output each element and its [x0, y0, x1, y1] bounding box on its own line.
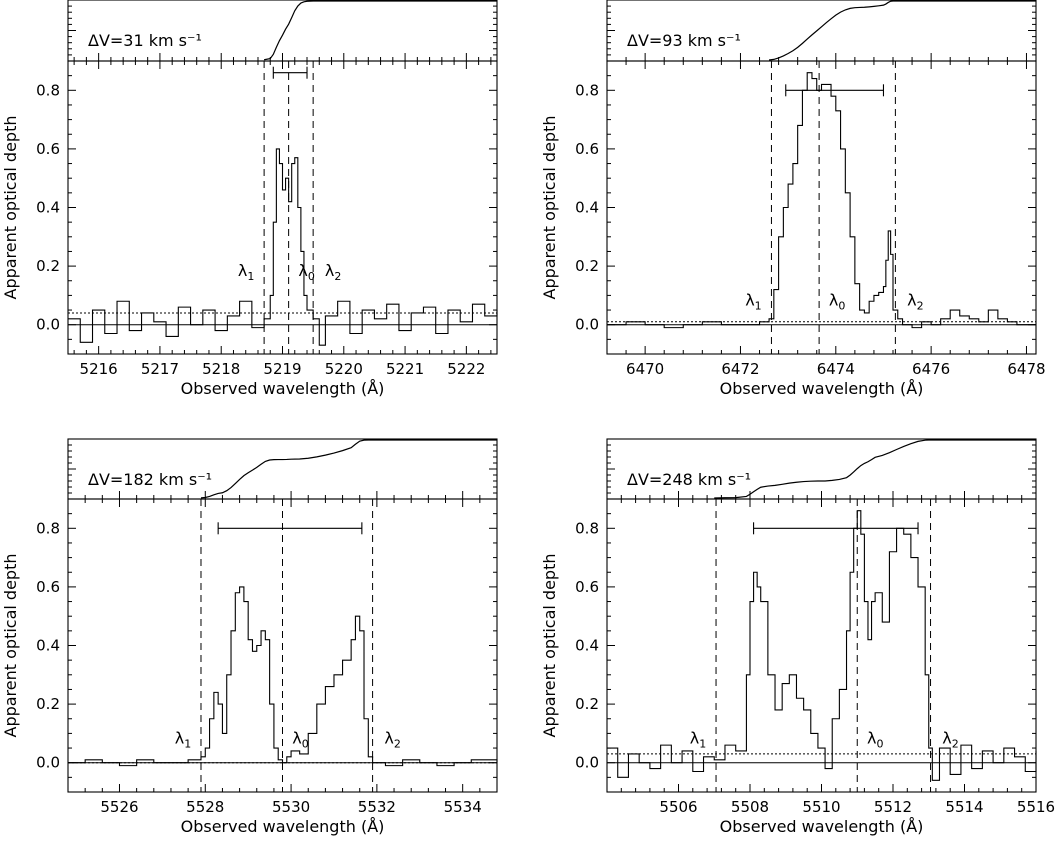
x-tick-label: 6470	[626, 360, 664, 378]
x-tick-label: 6478	[1007, 360, 1045, 378]
spectrum-line	[68, 148, 498, 346]
plot-frame	[606, 60, 1037, 355]
y-tick-label: 0.2	[575, 695, 599, 713]
x-tick-label: 5528	[186, 798, 224, 816]
x-axis-title: Observed wavelength (Å)	[720, 817, 924, 836]
x-tick-label: 5218	[202, 360, 240, 378]
y-tick-label: 0.8	[575, 519, 599, 537]
y-tick-label: 0.2	[575, 257, 599, 275]
x-tick-label: 5506	[659, 798, 697, 816]
x-tick-label: 5508	[731, 798, 769, 816]
x-tick-label: 5532	[358, 798, 396, 816]
cumulative-curve	[768, 0, 1036, 61]
lambda2-label: λ2	[325, 261, 341, 283]
cumulative-frame	[606, 438, 1037, 500]
x-tick-label: 6474	[817, 360, 855, 378]
x-tick-label: 5534	[444, 798, 482, 816]
y-tick-label: 0.6	[36, 578, 60, 596]
lambda0-label: λ0	[292, 728, 308, 750]
panel-3: 5526 5528 5530 5532 5534 0.0 0.2 0.4 0.6 0.8 Obser…	[1, 438, 498, 836]
x-tick-label: 5221	[386, 360, 424, 378]
x-tick-label: 6476	[912, 360, 950, 378]
x-axis-title: Observed wavelength (Å)	[181, 817, 385, 836]
x-tick-label: 5512	[874, 798, 912, 816]
lambda1-label: λ1	[745, 290, 761, 312]
lambda1-label: λ1	[690, 728, 706, 750]
x-tick-label: 5526	[100, 798, 138, 816]
y-axis-title: Apparent optical depth	[1, 116, 20, 300]
plot-frame	[67, 60, 498, 355]
y-tick-label: 0.4	[575, 637, 599, 655]
x-tick-label: 5220	[325, 360, 363, 378]
y-tick-label: 0.8	[575, 81, 599, 99]
y-tick-label: 0.4	[36, 637, 60, 655]
y-tick-label: 0.4	[575, 199, 599, 217]
y-tick-label: 0.8	[36, 519, 60, 537]
x-axis-title: Observed wavelength (Å)	[720, 379, 924, 398]
panel-1: 5216 5217 5218 5219 5220 5221 5222 0.0 0.2 0.4 0.6…	[1, 0, 498, 398]
cumulative-curve	[200, 439, 497, 499]
lambda0-label: λ0	[829, 290, 845, 312]
spectrum-line	[607, 72, 1036, 329]
y-axis-title: Apparent optical depth	[540, 554, 559, 738]
y-tick-label: 0.0	[36, 754, 60, 772]
y-tick-label: 0.0	[575, 754, 599, 772]
y-tick-label: 0.6	[36, 140, 60, 158]
panel-4: 5506 5508 5510 5512 5514 5516 0.0 0.2 0.4 0.6 0.8 O…	[540, 438, 1055, 836]
x-tick-label: 5530	[272, 798, 310, 816]
cumulative-frame	[67, 438, 498, 500]
delta-v-label: ΔV=182 km s⁻¹	[88, 470, 212, 489]
y-tick-label: 0.0	[36, 316, 60, 334]
x-tick-label: 5514	[945, 798, 983, 816]
y-tick-label: 0.6	[575, 140, 599, 158]
lambda2-label: λ2	[942, 728, 958, 750]
x-tick-label: 5510	[802, 798, 840, 816]
x-tick-label: 6472	[721, 360, 759, 378]
x-tick-label: 5217	[141, 360, 179, 378]
lambda1-label: λ1	[238, 261, 254, 283]
lambda2-label: λ2	[384, 728, 400, 750]
cumulative-curve	[714, 439, 1036, 499]
lambda0-label: λ0	[298, 261, 314, 283]
x-tick-label: 5216	[80, 360, 118, 378]
panel-2: 6470 6472 6474 6476 6478 0.0 0.2 0.4 0.6 0.8 Obser…	[540, 0, 1046, 398]
x-tick-label: 5219	[263, 360, 301, 378]
lambda1-label: λ1	[175, 728, 191, 750]
lambda2-label: λ2	[907, 290, 923, 312]
y-tick-label: 0.8	[36, 81, 60, 99]
y-axis-title: Apparent optical depth	[540, 116, 559, 300]
spectrum-line	[68, 586, 498, 767]
x-axis-title: Observed wavelength (Å)	[181, 379, 385, 398]
spectrum-line	[607, 510, 1037, 781]
y-tick-label: 0.2	[36, 695, 60, 713]
x-tick-label: 5222	[447, 360, 485, 378]
delta-v-label: ΔV=93 km s⁻¹	[627, 31, 741, 50]
y-tick-label: 0.4	[36, 199, 60, 217]
y-tick-label: 0.0	[575, 316, 599, 334]
y-tick-label: 0.2	[36, 257, 60, 275]
y-axis-title: Apparent optical depth	[1, 554, 20, 738]
x-tick-label: 5516	[1017, 798, 1055, 816]
cumulative-curve	[263, 0, 497, 61]
delta-v-label: ΔV=31 km s⁻¹	[88, 31, 202, 50]
y-tick-label: 0.6	[575, 578, 599, 596]
delta-v-label: ΔV=248 km s⁻¹	[627, 470, 751, 489]
lambda0-label: λ0	[867, 728, 883, 750]
